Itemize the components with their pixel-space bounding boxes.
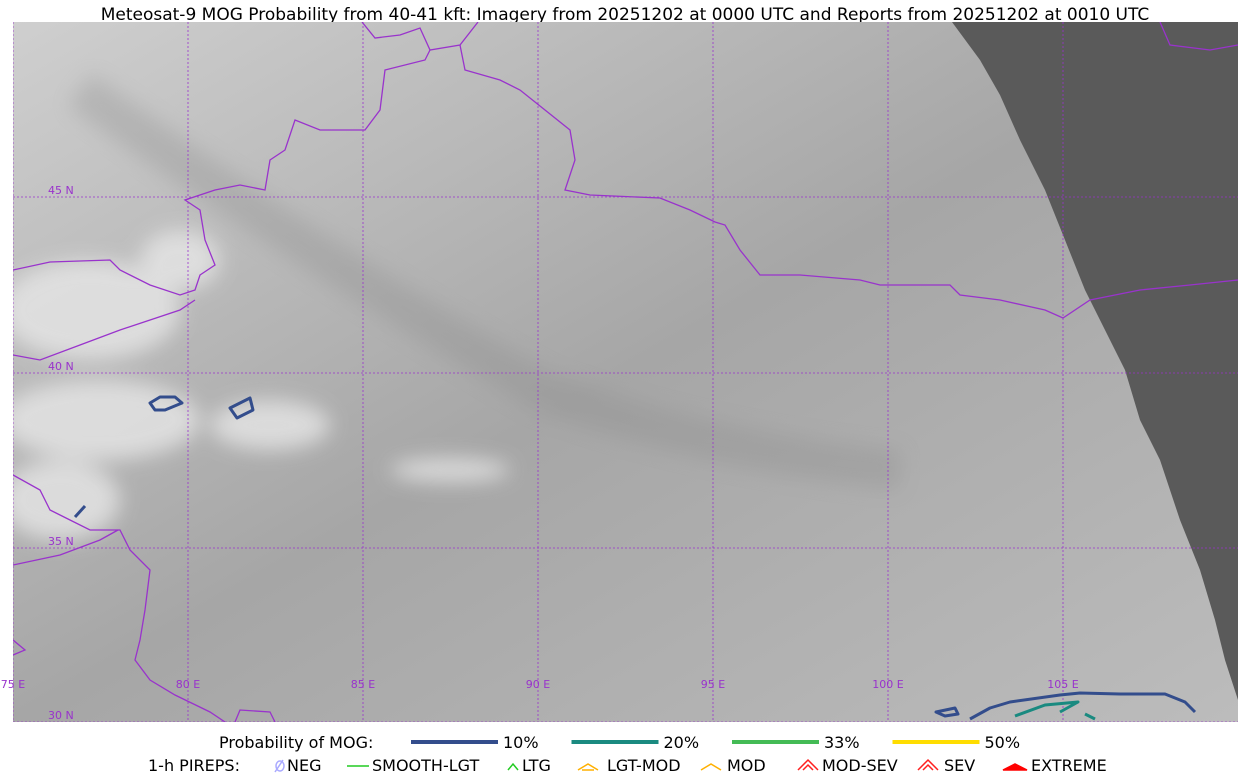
title: Meteosat-9 MOG Probability from 40-41 kf… bbox=[101, 5, 1150, 25]
legend: Probability of MOG: 10% 20% 33% 50% 1-h PIREP… bbox=[148, 733, 1107, 775]
borders bbox=[13, 22, 1238, 722]
graticule bbox=[13, 22, 1238, 722]
legend-label: 10% bbox=[503, 733, 539, 752]
lon-label: 105 E bbox=[1047, 678, 1078, 691]
legend-label: SMOOTH-LGT bbox=[372, 756, 479, 775]
lon-label: 80 E bbox=[176, 678, 200, 691]
pirep-icon bbox=[507, 762, 519, 771]
legend-label: MOD-SEV bbox=[822, 756, 898, 775]
lat-label: 45 N bbox=[48, 184, 74, 197]
legend-title: 1-h PIREPS: bbox=[148, 756, 240, 775]
legend-label: SEV bbox=[944, 756, 975, 775]
legend-label: 20% bbox=[664, 733, 700, 752]
mog-contours bbox=[73, 395, 1197, 721]
legend-label: MOD bbox=[727, 756, 766, 775]
legend-label: EXTREME bbox=[1031, 756, 1107, 775]
lon-label: 100 E bbox=[872, 678, 903, 691]
pirep-icon bbox=[274, 759, 285, 773]
lon-label: 75 E bbox=[1, 678, 25, 691]
legend-title: Probability of MOG: bbox=[219, 733, 373, 752]
legend-label: LGT-MOD bbox=[607, 756, 681, 775]
legend-label: NEG bbox=[287, 756, 321, 775]
lat-label: 40 N bbox=[48, 360, 74, 373]
graticule-labels: 45 N 40 N 35 N 30 N 75 E 80 E 85 E 90 E 95 E 100 … bbox=[1, 184, 1079, 722]
lat-label: 35 N bbox=[48, 535, 74, 548]
pirep-icon bbox=[577, 763, 599, 771]
no-data-region bbox=[952, 22, 1238, 700]
lon-label: 85 E bbox=[351, 678, 375, 691]
pirep-icon bbox=[917, 758, 939, 771]
legend-label: 33% bbox=[824, 733, 860, 752]
legend-label: LTG bbox=[522, 756, 551, 775]
map bbox=[13, 22, 1238, 722]
lon-label: 95 E bbox=[701, 678, 725, 691]
lon-label: 90 E bbox=[526, 678, 550, 691]
pirep-icon bbox=[797, 758, 819, 771]
legend-label: 50% bbox=[985, 733, 1021, 752]
pirep-icon bbox=[1002, 763, 1028, 771]
clouds bbox=[13, 230, 510, 540]
lat-label: 30 N bbox=[48, 709, 74, 722]
pirep-icon bbox=[700, 763, 722, 771]
